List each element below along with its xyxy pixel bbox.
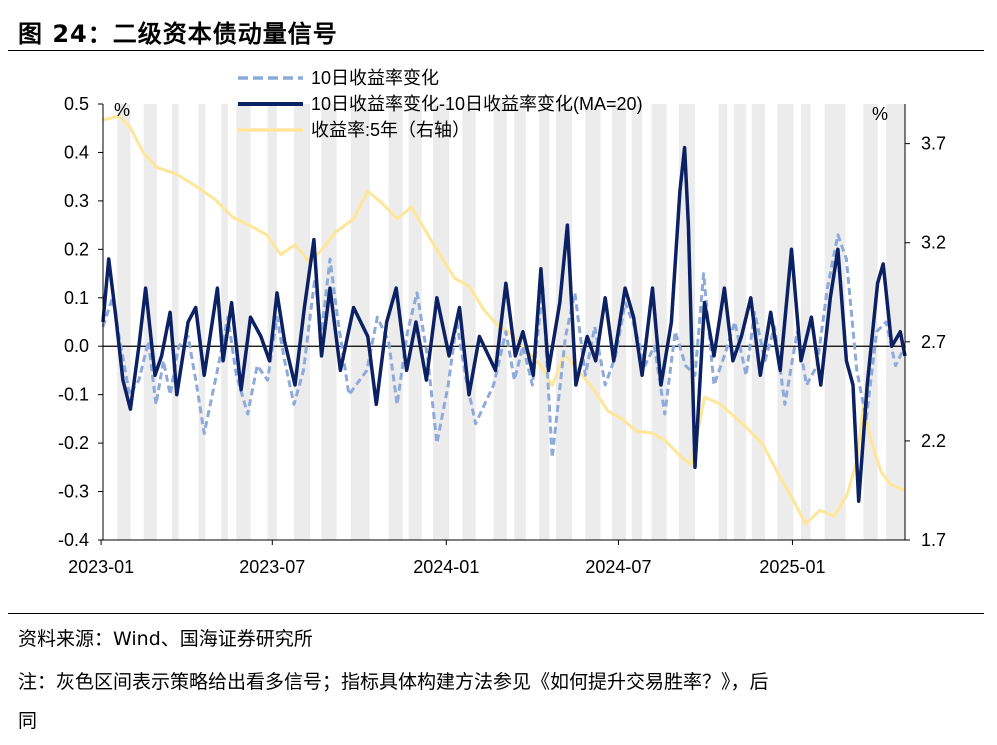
signal-shade-band — [198, 104, 206, 540]
left-tick-label: 0.4 — [64, 142, 89, 162]
figure-title: 图 24：二级资本债动量信号 — [18, 20, 338, 48]
left-tick-label: 0.1 — [64, 288, 89, 308]
signal-shade-band — [117, 104, 131, 540]
signal-shade-band — [462, 104, 476, 540]
signal-shade-band — [718, 104, 728, 540]
signal-shade-band — [678, 104, 696, 540]
x-tick-label: 2023-01 — [68, 557, 134, 577]
series-line-2 — [101, 145, 907, 503]
series-line-1 — [101, 233, 907, 460]
right-tick-label: 2.2 — [921, 431, 946, 451]
legend-label-3: 收益率:5年（右轴） — [311, 120, 470, 140]
signal-shade-band — [751, 104, 766, 540]
footnote-line-1: 注：灰色区间表示策略给出看多信号；指标具体构建方法参见《如何提升交易胜率？》，后 — [18, 671, 769, 693]
signal-shade-band — [886, 104, 905, 540]
footnote-line-2: 同 — [18, 710, 38, 732]
right-tick-label: 3.2 — [921, 233, 946, 253]
left-tick-label: -0.4 — [58, 530, 89, 550]
signal-shade-band — [172, 104, 179, 540]
right-unit-label: % — [872, 104, 888, 124]
x-tick-label: 2025-01 — [759, 557, 825, 577]
signal-shade-band — [651, 104, 667, 540]
left-tick-label: 0.2 — [64, 239, 89, 259]
axes-layer: 0.5 0.4 0.3 0.2 0.1 0.0 -0.1 -0.2 -0.3 -0.4 3.7 3.2… — [58, 94, 946, 577]
signal-shade-band — [236, 104, 251, 540]
left-tick-label: 0.5 — [64, 94, 89, 114]
left-unit-label: % — [114, 100, 130, 120]
source-note: 资料来源：Wind、国海证券研究所 — [18, 628, 313, 650]
signal-shade-band — [824, 104, 846, 540]
right-tick-label: 2.7 — [921, 332, 946, 352]
left-tick-label: -0.3 — [58, 482, 89, 502]
legend-label-2: 10日收益率变化-10日收益率变化(MA=20) — [311, 94, 643, 114]
legend-label-1: 10日收益率变化 — [311, 68, 439, 88]
right-tick-label: 1.7 — [921, 530, 946, 550]
signal-shade-band — [514, 104, 526, 540]
signal-shade-band — [631, 104, 643, 540]
legend-layer: 10日收益率变化 10日收益率变化-10日收益率变化(MA=20) 收益率:5年（右… — [238, 68, 643, 140]
chart: 0.5 0.4 0.3 0.2 0.1 0.0 -0.1 -0.2 -0.3 -0.4 3.7 3.2… — [58, 68, 946, 577]
right-tick-label: 3.7 — [921, 134, 946, 154]
series-layer — [101, 114, 907, 526]
signal-shade-band — [221, 104, 228, 540]
left-tick-label: 0.3 — [64, 191, 89, 211]
title-rule — [8, 50, 984, 51]
signal-shade-band — [863, 104, 878, 540]
x-tick-label: 2024-01 — [413, 557, 479, 577]
signal-shade-band — [800, 104, 811, 540]
left-tick-label: -0.2 — [58, 433, 89, 453]
x-tick-label: 2024-07 — [585, 557, 651, 577]
signal-shade-band — [733, 104, 747, 540]
footer-rule — [8, 613, 984, 614]
signal-shade-band — [585, 104, 601, 540]
left-tick-label: -0.1 — [58, 385, 89, 405]
signal-shade-band — [556, 104, 573, 540]
left-tick-label: 0.0 — [64, 336, 89, 356]
x-tick-label: 2023-07 — [239, 557, 305, 577]
signal-shade-band — [321, 104, 337, 540]
